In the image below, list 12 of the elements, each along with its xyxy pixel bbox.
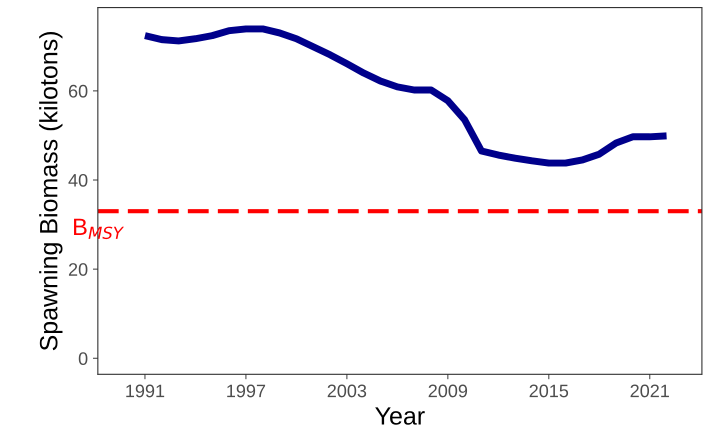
x-tick-label: 2021 bbox=[630, 384, 669, 398]
x-tick-label: 1991 bbox=[126, 384, 164, 398]
x-tick-label: 2003 bbox=[328, 384, 366, 398]
x-tick-label: 2015 bbox=[530, 384, 568, 398]
x-axis-title: Year bbox=[375, 407, 425, 425]
y-tick-label: 0 bbox=[78, 352, 88, 366]
y-tick-label: 20 bbox=[68, 263, 88, 276]
x-tick-label: 1997 bbox=[227, 384, 266, 398]
y-tick-label: 40 bbox=[68, 174, 88, 187]
y-axis-title: Spawning Biomass (kilotons) bbox=[39, 32, 62, 350]
x-tick-label: 2009 bbox=[428, 384, 468, 398]
y-tick-label: 60 bbox=[68, 84, 88, 98]
